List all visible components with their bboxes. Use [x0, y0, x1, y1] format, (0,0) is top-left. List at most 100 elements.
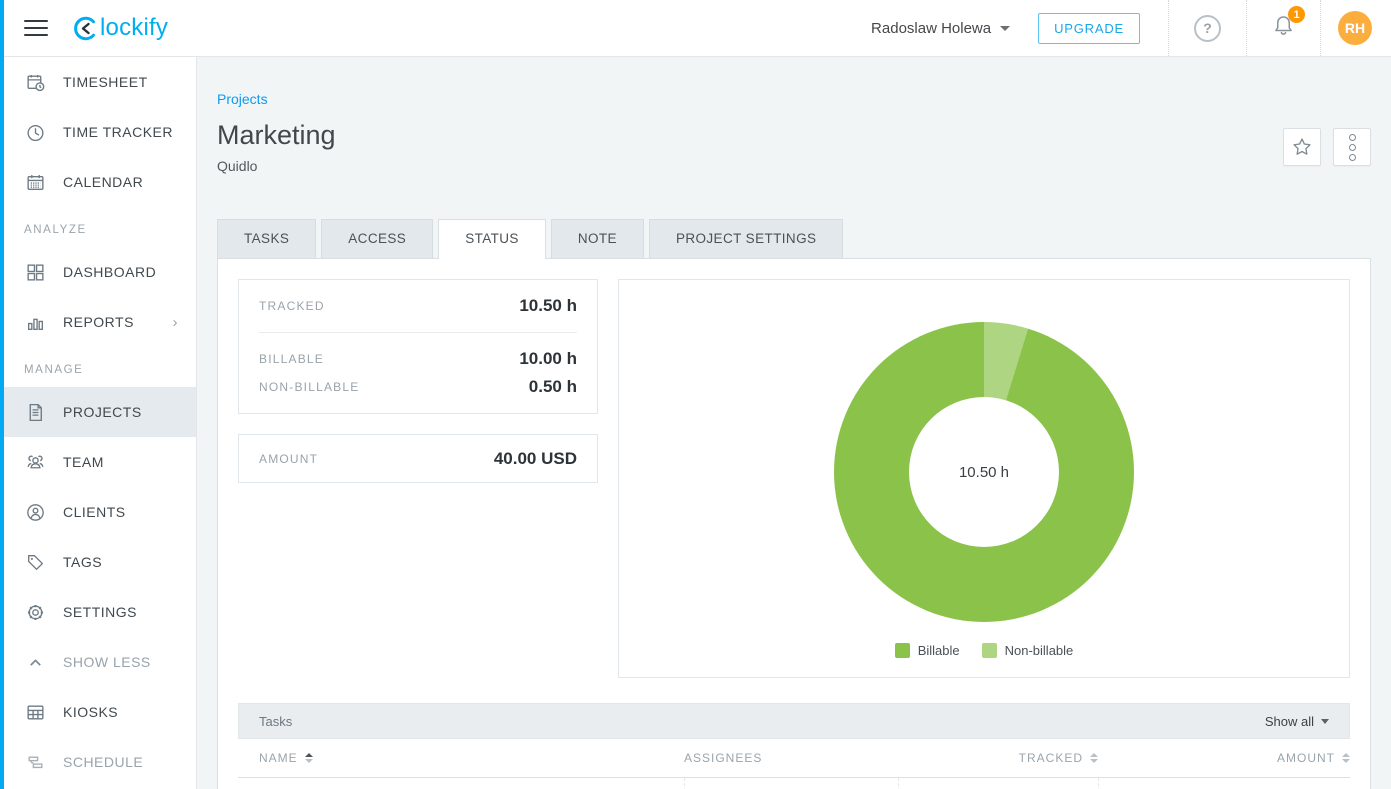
status-panel: TRACKED 10.50 h BILLABLE 10.00 h NON-BIL…	[217, 258, 1371, 789]
notifications-button[interactable]: 1	[1272, 14, 1295, 42]
tab-project-settings[interactable]: PROJECT SETTINGS	[649, 219, 843, 258]
schedule-icon	[24, 751, 46, 773]
sidebar-item-label: CLIENTS	[63, 504, 126, 520]
notification-badge: 1	[1288, 6, 1305, 23]
avatar[interactable]: RH	[1338, 11, 1372, 45]
sort-icon	[305, 753, 313, 763]
sidebar-item-label: SHOW LESS	[63, 654, 151, 670]
page-title: Marketing	[217, 120, 336, 151]
table-row	[238, 778, 1350, 789]
top-bar: lockify Radoslaw Holewa UPGRADE ? 1 RH	[0, 0, 1391, 57]
dashboard-icon	[24, 261, 46, 283]
breadcrumb[interactable]: Projects	[217, 91, 1371, 107]
sidebar-item-calendar[interactable]: CALENDAR	[0, 157, 196, 207]
tab-tasks[interactable]: TASKS	[217, 219, 316, 258]
sidebar-item-label: TIMESHEET	[63, 74, 148, 90]
chevron-down-icon	[1321, 719, 1329, 724]
column-header-assignees[interactable]: ASSIGNEES	[684, 751, 898, 765]
kiosks-icon	[24, 701, 46, 723]
main-content: Projects Marketing Quidlo TASKS ACCESS	[197, 57, 1391, 789]
amount-label: AMOUNT	[259, 452, 318, 466]
sidebar-item-clients[interactable]: CLIENTS	[0, 487, 196, 537]
sidebar-item-label: TIME TRACKER	[63, 124, 173, 140]
sidebar-section-analyze: ANALYZE	[0, 213, 196, 247]
sort-icon	[1090, 753, 1098, 763]
amount-row: AMOUNT 40.00 USD	[239, 435, 597, 482]
brand-accent-strip	[0, 0, 4, 789]
sidebar-item-projects[interactable]: PROJECTS	[0, 387, 196, 437]
tab-note[interactable]: NOTE	[551, 219, 644, 258]
calendar-icon	[24, 171, 46, 193]
sidebar-item-label: SETTINGS	[63, 604, 137, 620]
non-billable-swatch	[982, 643, 997, 658]
time-tracker-icon	[24, 121, 46, 143]
chart-legend: Billable Non-billable	[895, 643, 1074, 658]
sidebar-item-schedule[interactable]: SCHEDULE	[0, 737, 196, 787]
amount-value: 40.00 USD	[494, 449, 577, 469]
sidebar-item-dashboard[interactable]: DASHBOARD	[0, 247, 196, 297]
sidebar-item-tags[interactable]: TAGS	[0, 537, 196, 587]
tasks-title: Tasks	[259, 714, 292, 729]
column-header-amount[interactable]: AMOUNT	[1098, 751, 1350, 765]
billable-chart-card: 10.50 h Billable Non-billable	[618, 279, 1350, 678]
tracked-row: TRACKED 10.50 h	[239, 280, 597, 332]
show-all-dropdown[interactable]: Show all	[1265, 714, 1329, 729]
upgrade-button[interactable]: UPGRADE	[1038, 13, 1140, 44]
sort-icon	[1342, 753, 1350, 763]
tracked-summary-card: TRACKED 10.50 h BILLABLE 10.00 h NON-BIL…	[238, 279, 598, 414]
amount-card: AMOUNT 40.00 USD	[238, 434, 598, 483]
legend-item-billable: Billable	[895, 643, 960, 658]
sidebar-item-label: DASHBOARD	[63, 264, 156, 280]
help-icon[interactable]: ?	[1194, 15, 1221, 42]
tasks-section-header: Tasks Show all	[238, 703, 1350, 739]
tab-status[interactable]: STATUS	[438, 219, 546, 259]
billable-label: BILLABLE	[259, 352, 324, 366]
reports-icon	[24, 311, 46, 333]
column-header-name[interactable]: NAME	[238, 751, 684, 765]
timesheet-icon	[24, 71, 46, 93]
legend-label: Non-billable	[1005, 643, 1074, 658]
legend-label: Billable	[918, 643, 960, 658]
clockify-logo-mark	[72, 15, 99, 42]
sidebar-item-label: KIOSKS	[63, 704, 118, 720]
clients-icon	[24, 501, 46, 523]
sidebar-item-timesheet[interactable]: TIMESHEET	[0, 57, 196, 107]
chevron-right-icon: ›	[173, 314, 179, 331]
chevron-up-icon	[24, 651, 46, 673]
billable-swatch	[895, 643, 910, 658]
clockify-logo[interactable]: lockify	[72, 14, 168, 42]
star-icon	[1291, 136, 1313, 158]
sidebar-item-label: TEAM	[63, 454, 104, 470]
sidebar-item-label: PROJECTS	[63, 404, 142, 420]
more-options-button[interactable]	[1333, 128, 1371, 166]
user-name: Radoslaw Holewa	[871, 20, 991, 37]
hamburger-menu-icon[interactable]	[24, 20, 48, 36]
team-icon	[24, 451, 46, 473]
tab-bar: TASKS ACCESS STATUS NOTE PROJECT SETTING…	[217, 219, 1371, 258]
tracked-value: 10.50 h	[519, 296, 577, 316]
user-menu[interactable]: Radoslaw Holewa	[861, 20, 1020, 37]
column-header-tracked[interactable]: TRACKED	[898, 751, 1098, 765]
sidebar-item-team[interactable]: TEAM	[0, 437, 196, 487]
sidebar-item-reports[interactable]: REPORTS ›	[0, 297, 196, 347]
billable-value: 10.00 h	[519, 349, 577, 369]
sidebar-item-label: CALENDAR	[63, 174, 143, 190]
tracked-label: TRACKED	[259, 299, 325, 313]
sidebar-item-label: REPORTS	[63, 314, 134, 330]
kebab-icon	[1349, 134, 1356, 161]
clockify-wordmark: lockify	[100, 14, 168, 42]
sidebar-item-kiosks[interactable]: KIOSKS	[0, 687, 196, 737]
tags-icon	[24, 551, 46, 573]
sidebar: TIMESHEET TIME TRACKER CALENDAR ANALYZE …	[0, 57, 197, 789]
sidebar-item-label: SCHEDULE	[63, 754, 143, 770]
tab-access[interactable]: ACCESS	[321, 219, 433, 258]
sidebar-item-settings[interactable]: SETTINGS	[0, 587, 196, 637]
tasks-table-header: NAME ASSIGNEES TRACKED AMOUNT	[238, 739, 1350, 778]
sidebar-item-time-tracker[interactable]: TIME TRACKER	[0, 107, 196, 157]
donut-center-label: 10.50 h	[909, 397, 1059, 547]
settings-gear-icon	[24, 601, 46, 623]
sidebar-item-label: TAGS	[63, 554, 102, 570]
favorite-button[interactable]	[1283, 128, 1321, 166]
show-all-label: Show all	[1265, 714, 1314, 729]
sidebar-show-less[interactable]: SHOW LESS	[0, 637, 196, 687]
